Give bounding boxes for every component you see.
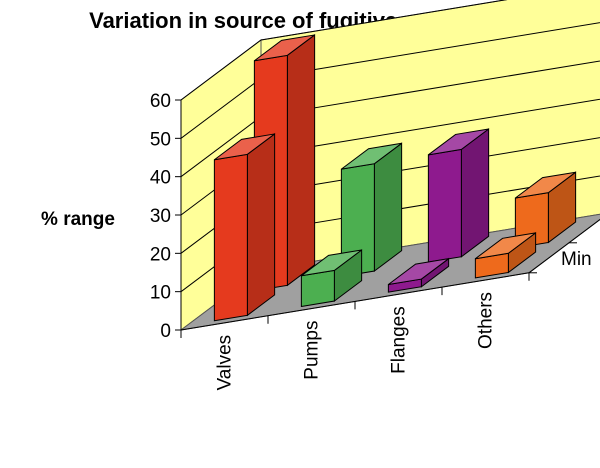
y-axis-label: % range [41, 209, 115, 230]
bar-side-face [373, 142, 403, 273]
bar [340, 142, 403, 278]
bar-top-face [214, 133, 275, 161]
y-tick-label: 50 [150, 129, 171, 150]
x-tick-label: Others [476, 292, 497, 349]
y-tick-label: 40 [150, 168, 171, 189]
series-axis-labels: MinMax [528, 218, 600, 274]
bar-front-face [300, 269, 335, 308]
bar-side-face [246, 132, 276, 317]
series-label: Min [561, 249, 592, 270]
bar-top-face [428, 128, 489, 156]
x-tick-label: Valves [215, 335, 236, 391]
bar-front-face [213, 153, 248, 322]
bars [213, 33, 577, 322]
bar-front-face [427, 148, 462, 263]
bar [514, 171, 577, 249]
x-tick-label: Flanges [389, 306, 410, 374]
bar-top-face [301, 249, 362, 277]
y-tick-label: 60 [150, 91, 171, 112]
bar [387, 257, 450, 293]
bar-top-face [388, 258, 449, 285]
y-tick-label: 30 [150, 206, 171, 227]
bar-top-face [341, 142, 402, 170]
bar-top-face [475, 232, 536, 260]
gridline [180, 0, 508, 101]
bar [300, 248, 363, 308]
bar-side-face [460, 127, 490, 258]
bar-top-face [254, 34, 315, 62]
bar [427, 127, 490, 263]
bar-top-face [515, 171, 576, 199]
bar [213, 132, 276, 322]
y-tick-label: 10 [150, 283, 171, 304]
bar [474, 231, 537, 279]
bar-side-face [286, 33, 316, 287]
x-tick-label: Pumps [302, 321, 323, 380]
y-axis-ticks: 0 10 20 30 40 50 60 [150, 91, 182, 342]
x-axis-labels: Valves Pumps Flanges Others [180, 272, 530, 391]
y-tick-label: 0 [160, 321, 171, 342]
y-tick-label: 20 [150, 244, 171, 265]
